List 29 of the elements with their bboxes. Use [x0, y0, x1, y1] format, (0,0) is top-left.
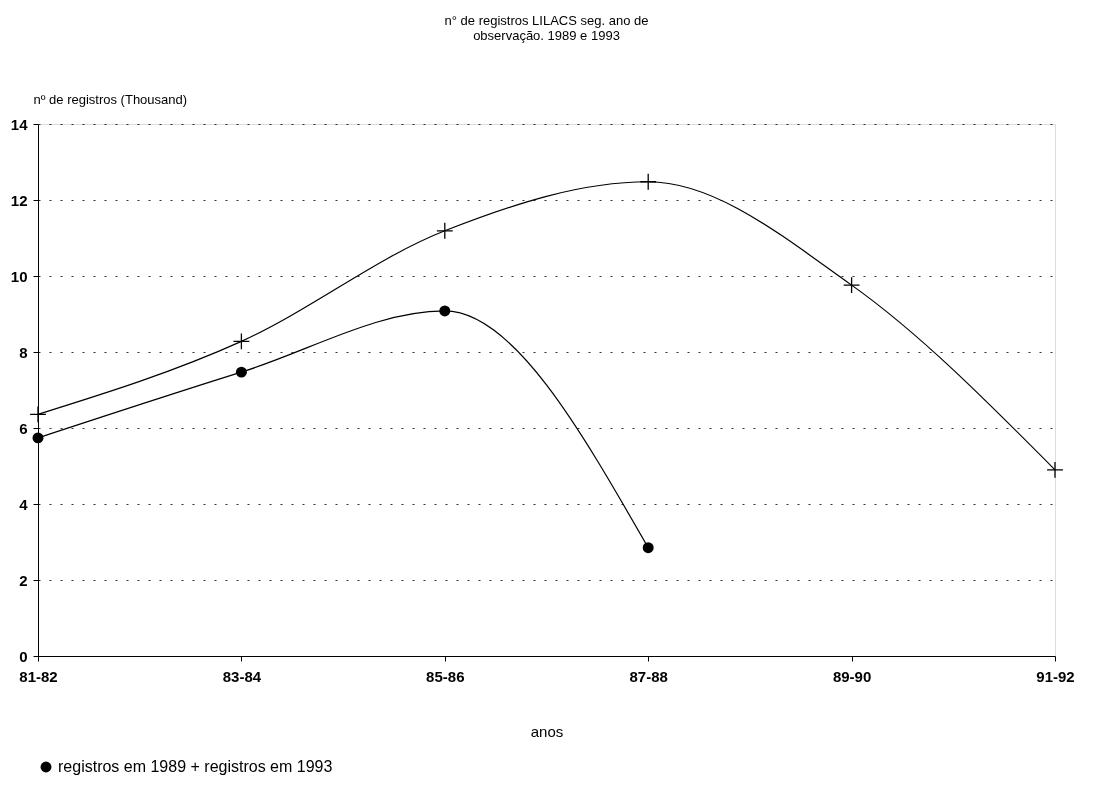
point	[639, 173, 657, 191]
x-tick-label: 89-90	[832, 667, 872, 685]
point	[29, 405, 47, 423]
x-tick-label: 91-92	[1036, 667, 1075, 685]
y-tick-label: 6	[19, 419, 28, 437]
y-axis-title: nº de registros (Thousand)	[33, 91, 188, 107]
x-tick-label: 83-84	[222, 667, 262, 685]
y-tick-label: 0	[19, 647, 28, 665]
point	[436, 222, 454, 240]
point	[642, 542, 654, 554]
y-tick-label: 8	[19, 343, 28, 361]
y-tick-label: 10	[10, 267, 28, 285]
text: n° de registros LILACS seg. ano de	[444, 13, 649, 28]
point	[232, 332, 250, 350]
point	[235, 366, 247, 378]
x-tick-label: 87-88	[629, 667, 668, 685]
x-axis-title: anos	[530, 722, 564, 740]
point	[843, 276, 861, 294]
y-tick-label: 12	[10, 191, 28, 209]
point	[32, 432, 44, 444]
y-tick-label: 14	[10, 115, 29, 133]
y-tick-label: 2	[19, 571, 28, 589]
x-tick-label: 81-82	[19, 667, 58, 685]
y-tick-label: 4	[19, 495, 29, 513]
legend-label: registros em 1989 + registros em 1993	[58, 758, 333, 775]
x-tick-label: 85-86	[426, 667, 465, 685]
point	[1046, 461, 1064, 479]
text: observação. 1989 e 1993	[473, 28, 620, 43]
point	[439, 305, 451, 317]
